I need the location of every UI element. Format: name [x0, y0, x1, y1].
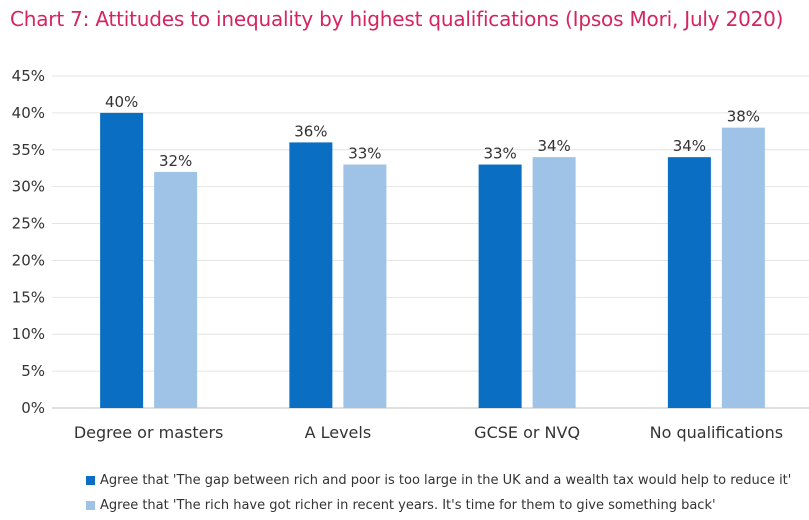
- chart-title: Chart 7: Attitudes to inequality by high…: [10, 7, 784, 31]
- y-tick-label: 5%: [21, 362, 45, 380]
- data-label: 33%: [348, 145, 381, 163]
- y-tick-label: 35%: [12, 141, 45, 159]
- y-tick-label: 45%: [12, 67, 45, 85]
- data-label: 36%: [294, 122, 327, 140]
- data-label: 38%: [727, 108, 760, 126]
- y-tick-label: 10%: [12, 325, 45, 343]
- bar-series-1: [478, 164, 522, 408]
- legend: Agree that 'The gap between rich and poo…: [86, 470, 791, 520]
- data-label: 34%: [537, 137, 570, 155]
- data-label: 40%: [105, 93, 138, 111]
- y-tick-label: 0%: [21, 399, 45, 417]
- bar-series-2: [343, 164, 387, 408]
- data-label: 33%: [483, 145, 516, 163]
- y-axis: 0% 5% 10% 15% 20% 25% 30% 35% 40% 45%: [12, 67, 45, 417]
- bar-chart: 0% 5% 10% 15% 20% 25% 30% 35% 40% 45% 40% 32% 36% 33…: [12, 67, 809, 442]
- bars: 40% 32% 36% 33% 33% 34% 34% 38%: [100, 93, 765, 409]
- data-label: 34%: [673, 137, 706, 155]
- bar-series-1: [667, 157, 711, 408]
- category-label: GCSE or NVQ: [474, 423, 580, 442]
- bar-series-2: [721, 127, 765, 409]
- legend-label-series-1: Agree that 'The gap between rich and poo…: [100, 472, 792, 488]
- legend-swatch-series-2: [86, 500, 95, 510]
- bar-series-2: [532, 157, 576, 408]
- category-label: No qualifications: [650, 423, 784, 442]
- legend-swatch-series-1: [86, 475, 95, 485]
- category-label: Degree or masters: [74, 423, 224, 442]
- y-tick-label: 15%: [12, 288, 45, 306]
- y-tick-label: 20%: [12, 251, 45, 269]
- x-axis: Degree or masters A Levels GCSE or NVQ No q…: [74, 423, 783, 442]
- legend-item-series-1: Agree that 'The gap between rich and poo…: [86, 470, 791, 490]
- bar-series-1: [289, 142, 333, 408]
- y-tick-label: 25%: [12, 215, 45, 233]
- legend-label-series-2: Agree that 'The rich have got richer in …: [100, 497, 716, 513]
- legend-item-series-2: Agree that 'The rich have got richer in …: [86, 495, 791, 515]
- y-tick-label: 30%: [12, 178, 45, 196]
- y-tick-label: 40%: [12, 104, 45, 122]
- bar-series-2: [154, 171, 198, 408]
- bar-series-1: [100, 112, 144, 408]
- data-label: 32%: [159, 152, 192, 170]
- category-label: A Levels: [305, 423, 372, 442]
